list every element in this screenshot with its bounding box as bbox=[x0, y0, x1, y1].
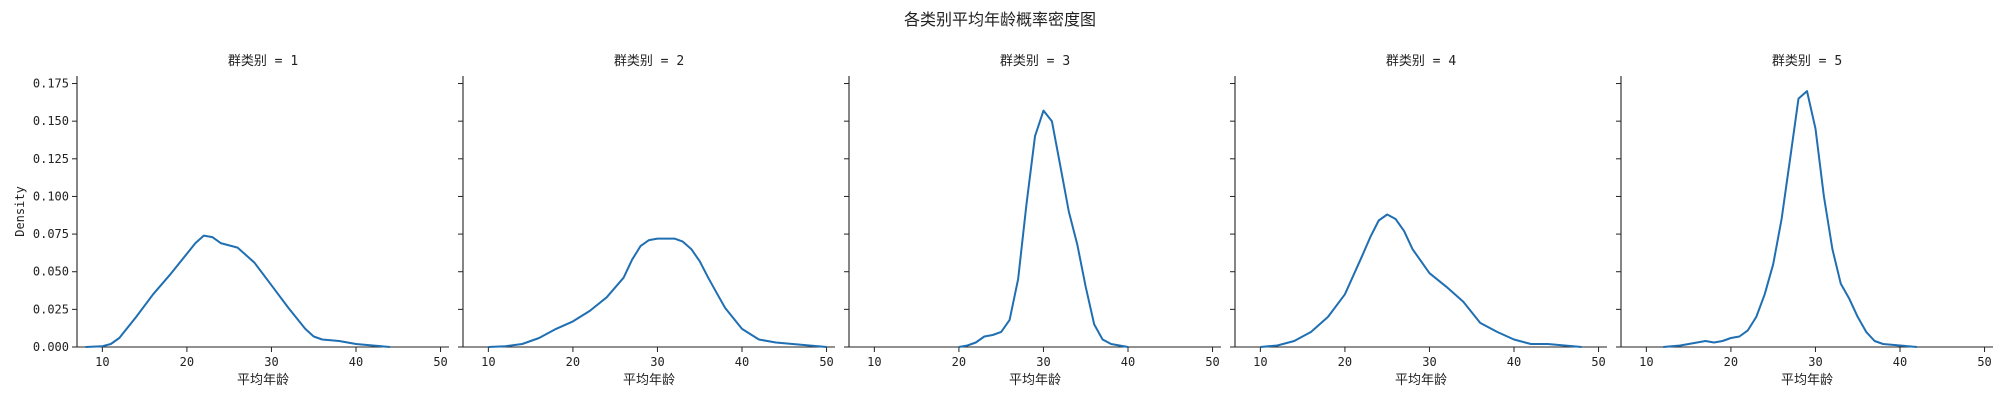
x-tick-label: 10 bbox=[95, 355, 109, 369]
x-tick-label: 40 bbox=[1893, 355, 1907, 369]
density-line bbox=[1663, 90, 1917, 348]
x-tick-label: 40 bbox=[735, 355, 749, 369]
panel-title: 群类别 = 4 bbox=[1386, 54, 1456, 69]
y-tick-label: 0.075 bbox=[33, 227, 69, 241]
x-tick-label: 50 bbox=[433, 355, 447, 369]
x-tick-label: 30 bbox=[1808, 355, 1822, 369]
x-axis-label: 平均年龄 bbox=[1395, 373, 1447, 388]
x-tick-label: 40 bbox=[1121, 355, 1135, 369]
density-line bbox=[488, 237, 827, 348]
x-tick-label: 10 bbox=[867, 355, 881, 369]
y-tick-label: 0.025 bbox=[33, 302, 69, 316]
panel-title: 群类别 = 1 bbox=[228, 54, 298, 69]
x-tick-label: 20 bbox=[1338, 355, 1352, 369]
density-line bbox=[1260, 213, 1582, 348]
y-tick-label: 0.000 bbox=[33, 340, 69, 354]
y-tick-label: 0.150 bbox=[33, 114, 69, 128]
panel-title: 群类别 = 3 bbox=[1000, 54, 1070, 69]
x-tick-label: 50 bbox=[1591, 355, 1605, 369]
y-axis-label: Density bbox=[13, 186, 27, 237]
x-axis-label: 平均年龄 bbox=[237, 373, 289, 388]
x-tick-label: 10 bbox=[1253, 355, 1267, 369]
y-tick-label: 0.125 bbox=[33, 152, 69, 166]
x-axis-label: 平均年龄 bbox=[1009, 373, 1061, 388]
x-tick-label: 20 bbox=[1724, 355, 1738, 369]
x-tick-label: 10 bbox=[481, 355, 495, 369]
density-line bbox=[958, 109, 1129, 348]
x-tick-label: 40 bbox=[349, 355, 363, 369]
x-tick-label: 30 bbox=[1422, 355, 1436, 369]
x-tick-label: 50 bbox=[1977, 355, 1991, 369]
x-tick-label: 20 bbox=[952, 355, 966, 369]
y-tick-label: 0.175 bbox=[33, 77, 69, 91]
x-tick-label: 40 bbox=[1507, 355, 1521, 369]
x-axis-label: 平均年龄 bbox=[623, 373, 675, 388]
panel-title: 群类别 = 5 bbox=[1772, 54, 1842, 69]
panel-title: 群类别 = 2 bbox=[614, 54, 684, 69]
x-tick-label: 30 bbox=[264, 355, 278, 369]
y-tick-label: 0.100 bbox=[33, 189, 69, 203]
x-tick-label: 30 bbox=[650, 355, 664, 369]
y-tick-label: 0.050 bbox=[33, 265, 69, 279]
x-tick-label: 30 bbox=[1036, 355, 1050, 369]
x-tick-label: 50 bbox=[819, 355, 833, 369]
x-tick-label: 20 bbox=[180, 355, 194, 369]
x-tick-label: 10 bbox=[1639, 355, 1653, 369]
figure-title: 各类别平均年龄概率密度图 bbox=[903, 10, 1096, 29]
x-tick-label: 20 bbox=[566, 355, 580, 369]
x-axis-label: 平均年龄 bbox=[1781, 373, 1833, 388]
density-line bbox=[85, 234, 390, 348]
x-tick-label: 50 bbox=[1205, 355, 1219, 369]
